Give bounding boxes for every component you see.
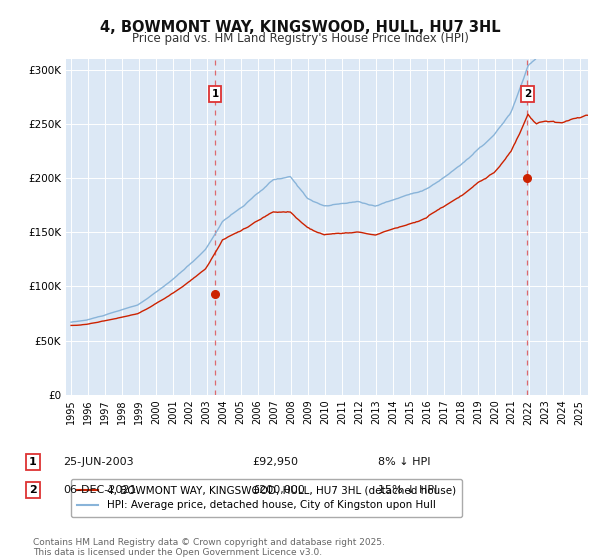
Text: £200,000: £200,000 bbox=[252, 485, 305, 495]
Legend: 4, BOWMONT WAY, KINGSWOOD, HULL, HU7 3HL (detached house), HPI: Average price, d: 4, BOWMONT WAY, KINGSWOOD, HULL, HU7 3HL… bbox=[71, 479, 462, 517]
Text: £92,950: £92,950 bbox=[252, 457, 298, 467]
Text: Contains HM Land Registry data © Crown copyright and database right 2025.
This d: Contains HM Land Registry data © Crown c… bbox=[33, 538, 385, 557]
Text: 1: 1 bbox=[29, 457, 37, 467]
Text: Price paid vs. HM Land Registry's House Price Index (HPI): Price paid vs. HM Land Registry's House … bbox=[131, 32, 469, 45]
Text: 06-DEC-2021: 06-DEC-2021 bbox=[63, 485, 137, 495]
Text: 2: 2 bbox=[29, 485, 37, 495]
Text: 1: 1 bbox=[211, 89, 218, 99]
Text: 2: 2 bbox=[524, 89, 531, 99]
Text: 8% ↓ HPI: 8% ↓ HPI bbox=[378, 457, 431, 467]
Text: 4, BOWMONT WAY, KINGSWOOD, HULL, HU7 3HL: 4, BOWMONT WAY, KINGSWOOD, HULL, HU7 3HL bbox=[100, 20, 500, 35]
Text: 25-JUN-2003: 25-JUN-2003 bbox=[63, 457, 134, 467]
Text: 15% ↓ HPI: 15% ↓ HPI bbox=[378, 485, 437, 495]
